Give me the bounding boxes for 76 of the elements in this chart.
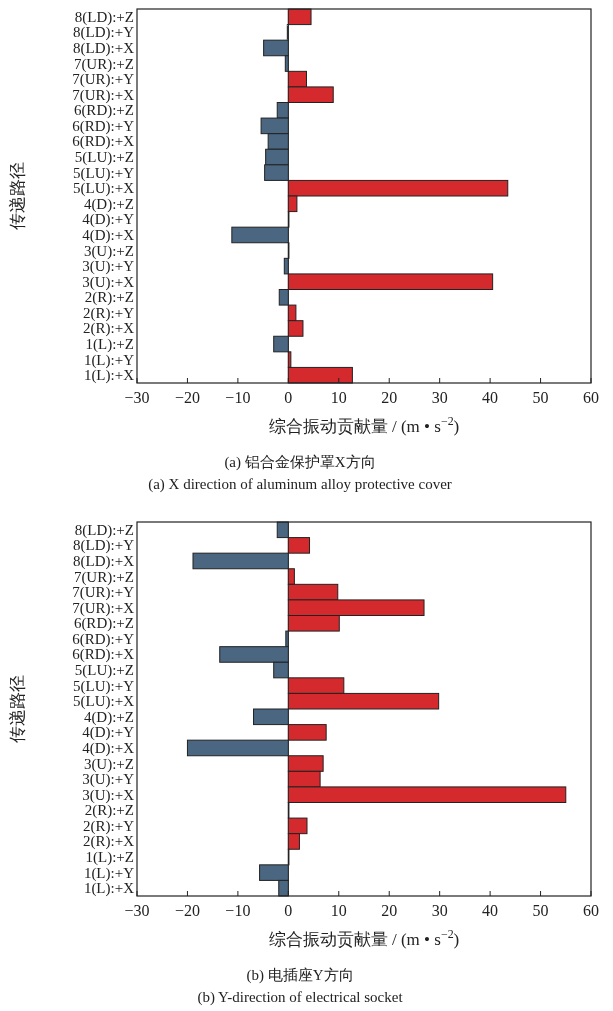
x-tick-label: −30 <box>124 389 150 406</box>
y-tick-label: 1(L):+X <box>83 880 135 898</box>
y-tick-label: 3(U):+X <box>82 786 135 804</box>
y-tick-label: 1(L):+Y <box>83 351 135 369</box>
x-tick-label: 60 <box>583 389 599 406</box>
x-tick-label: 10 <box>330 902 347 919</box>
y-tick-label: 4(D):+Y <box>82 211 135 229</box>
x-axis-title: 综合振动贡献量 / (m • s$^{−2}$) <box>268 927 460 949</box>
y-tick-label: 3(U):+Z <box>83 242 134 260</box>
y-tick-label: 4(D):+Z <box>83 195 134 213</box>
y-tick-label: 7(UR):+Z <box>73 55 134 73</box>
x-tick-label: 20 <box>381 902 398 919</box>
text: (a) 铝合金保护罩X方向 <box>224 454 376 471</box>
y-tick-label: 5(LU):+Y <box>73 677 135 695</box>
y-tick-label: 2(R):+X <box>83 833 135 851</box>
x-tick-label: 20 <box>381 389 398 406</box>
x-axis-title: 综合振动贡献量 / (m • s$^{−2}$) <box>268 414 460 436</box>
y-tick-label: 8(LD):+Z <box>74 8 134 26</box>
x-tick-label: −30 <box>124 902 150 919</box>
y-tick-label: 2(R):+Z <box>84 802 134 820</box>
text: (a) X direction of aluminum alloy protective cover <box>148 476 452 493</box>
x-tick-label: 30 <box>431 902 448 919</box>
x-tick-label: 50 <box>532 902 549 919</box>
x-tick-label: −20 <box>174 389 200 406</box>
x-tick-label: 30 <box>431 389 448 406</box>
y-tick-label: 4(D):+X <box>82 739 135 757</box>
y-tick-label: 6(RD):+Z <box>73 102 134 120</box>
y-tick-label: 8(LD):+X <box>73 39 135 57</box>
y-tick-label: 7(UR):+Y <box>72 71 135 89</box>
y-tick-label: 7(UR):+Z <box>73 568 134 586</box>
y-tick-label: 2(R):+Y <box>83 304 135 322</box>
x-tick-label: −10 <box>225 902 251 919</box>
x-tick-label: 0 <box>284 389 293 406</box>
y-tick-label: 4(D):+Y <box>82 724 135 742</box>
y-tick-label: 2(R):+X <box>83 320 135 338</box>
x-tick-label: 50 <box>532 389 549 406</box>
y-tick-label: 6(RD):+Z <box>73 615 134 633</box>
y-tick-label: 1(L):+Z <box>85 336 134 354</box>
y-tick-label: 1(L):+X <box>83 367 135 385</box>
y-tick-label: 5(LU):+X <box>73 693 135 711</box>
y-axis-title: 传递路径 <box>8 162 27 230</box>
y-tick-label: 2(R):+Z <box>84 289 134 307</box>
y-tick-label: 4(D):+Z <box>83 708 134 726</box>
y-tick-label: 8(LD):+X <box>73 552 135 570</box>
y-tick-label: 1(L):+Y <box>83 864 135 882</box>
x-tick-label: 60 <box>583 902 599 919</box>
y-tick-label: 7(UR):+Y <box>72 584 135 602</box>
x-tick-label: 40 <box>482 902 499 919</box>
y-tick-label: 3(U):+Y <box>82 771 135 789</box>
y-tick-label: 8(LD):+Z <box>74 521 134 539</box>
text: (b) Y-direction of electrical socket <box>197 989 404 1006</box>
x-tick-label: 10 <box>330 389 347 406</box>
y-tick-label: 5(LU):+Z <box>74 149 134 167</box>
y-tick-label: 7(UR):+X <box>72 599 135 617</box>
y-tick-label: 6(RD):+Y <box>72 630 135 648</box>
y-axis-title: 传递路径 <box>8 675 27 743</box>
y-tick-label: 7(UR):+X <box>72 86 135 104</box>
y-tick-label: 1(L):+Z <box>85 849 134 867</box>
text: (b) 电插座Y方向 <box>246 967 354 984</box>
y-tick-label: 6(RD):+X <box>72 646 135 664</box>
y-tick-label: 5(LU):+Z <box>74 662 134 680</box>
y-tick-label: 3(U):+Y <box>82 258 135 276</box>
y-tick-label: 2(R):+Y <box>83 817 135 835</box>
y-tick-label: 6(RD):+Y <box>72 117 135 135</box>
x-tick-label: −20 <box>174 902 200 919</box>
x-tick-label: −10 <box>225 389 251 406</box>
y-tick-label: 3(U):+Z <box>83 755 134 773</box>
x-tick-label: 0 <box>284 902 293 919</box>
x-tick-label: 40 <box>482 389 499 406</box>
y-tick-label: 8(LD):+Y <box>73 537 135 555</box>
y-tick-label: 8(LD):+Y <box>73 24 135 42</box>
y-tick-label: 5(LU):+Y <box>73 164 135 182</box>
y-tick-label: 3(U):+X <box>82 273 135 291</box>
y-tick-label: 6(RD):+X <box>72 133 135 151</box>
y-tick-label: 5(LU):+X <box>73 180 135 198</box>
y-tick-label: 4(D):+X <box>82 226 135 244</box>
